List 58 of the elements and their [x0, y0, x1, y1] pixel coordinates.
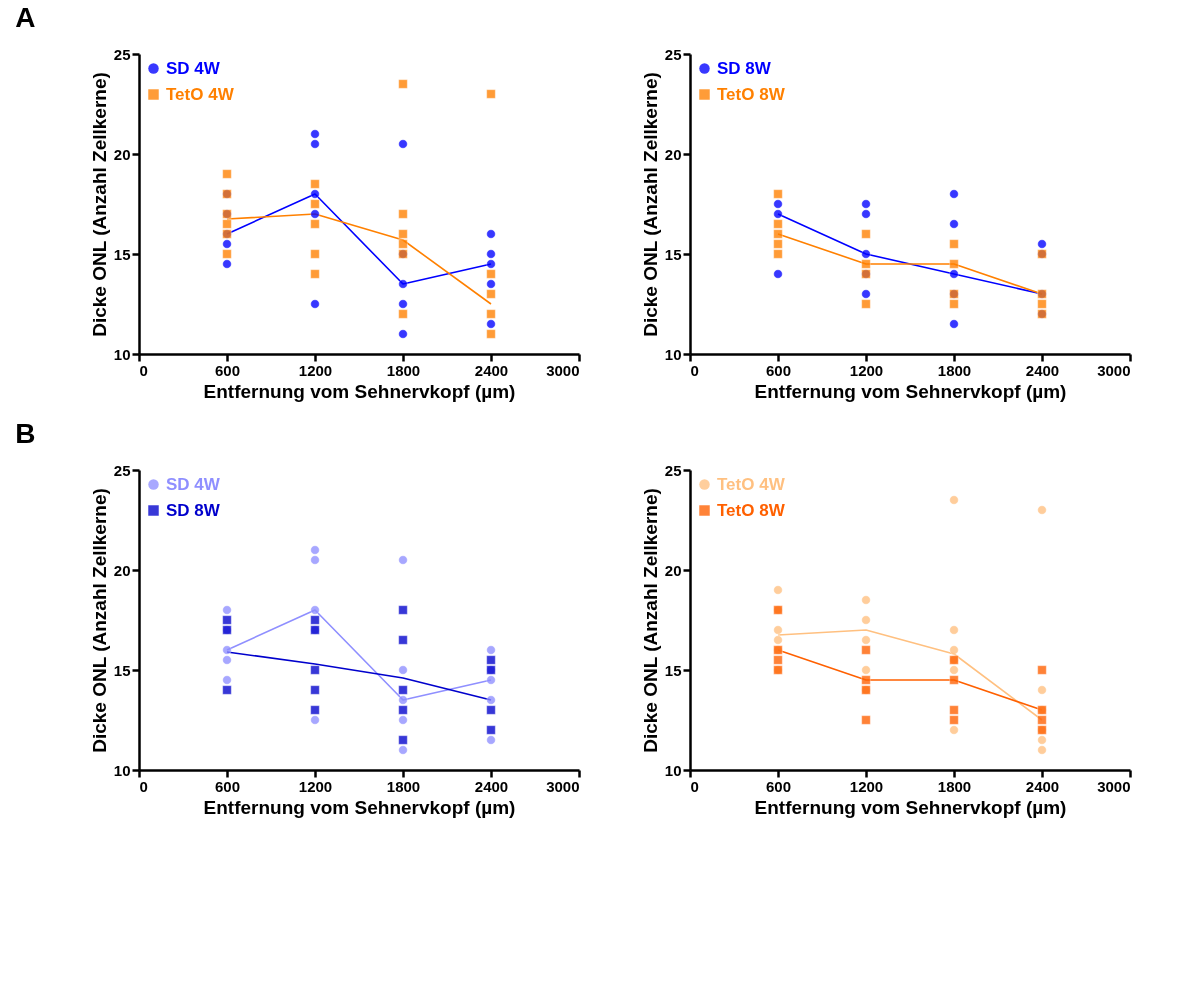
- x-tick-label: 600: [214, 361, 241, 379]
- y-axis-title: Dicke ONL (Anzahl Zellkerne): [639, 72, 661, 337]
- legend-label: SD 4W: [166, 474, 221, 494]
- x-tick-label: 1800: [386, 361, 421, 379]
- text: A: [15, 2, 36, 33]
- y-axis-title: Dicke ONL (Anzahl Zellkerne): [88, 488, 110, 753]
- text: B: [15, 418, 36, 449]
- y-tick-label: 10: [664, 345, 682, 363]
- x-axis-title: Entfernung vom Sehnervkopf (µm): [754, 796, 1067, 818]
- y-tick-label: 15: [664, 245, 682, 263]
- x-tick-label: 600: [765, 361, 792, 379]
- legend-label: SD 4W: [166, 58, 221, 78]
- x-tick-label: 1800: [937, 777, 972, 795]
- x-tick-label: 1200: [849, 777, 884, 795]
- legend-label: TetO 8W: [717, 500, 786, 520]
- x-tick-label: 0: [690, 777, 699, 795]
- y-axis-title: Dicke ONL (Anzahl Zellkerne): [88, 72, 110, 337]
- x-tick-label: 0: [690, 361, 699, 379]
- y-tick-label: 25: [664, 461, 682, 479]
- y-tick-label: 25: [113, 45, 131, 63]
- y-tick-label: 20: [113, 561, 131, 579]
- y-tick-label: 15: [113, 661, 131, 679]
- x-tick-label: 1800: [937, 361, 972, 379]
- y-tick-label: 15: [664, 661, 682, 679]
- y-tick-label: 20: [664, 145, 682, 163]
- x-tick-label: 1800: [386, 777, 421, 795]
- x-tick-label: 2400: [474, 777, 509, 795]
- x-tick-label: 1200: [298, 777, 333, 795]
- legend-label: SD 8W: [166, 500, 221, 520]
- y-tick-label: 10: [113, 761, 131, 779]
- y-tick-label: 10: [664, 761, 682, 779]
- x-tick-label: 0: [139, 777, 148, 795]
- x-tick-label: 3000: [546, 361, 580, 379]
- legend-label: TetO 4W: [166, 84, 235, 104]
- y-tick-label: 25: [113, 461, 131, 479]
- x-tick-label: 600: [765, 777, 792, 795]
- y-tick-label: 20: [113, 145, 131, 163]
- x-tick-label: 3000: [1097, 361, 1131, 379]
- x-tick-label: 2400: [1025, 361, 1060, 379]
- x-tick-label: 3000: [1097, 777, 1131, 795]
- y-tick-label: 25: [664, 45, 682, 63]
- x-axis-title: Entfernung vom Sehnervkopf (µm): [754, 380, 1067, 402]
- y-axis-title: Dicke ONL (Anzahl Zellkerne): [639, 488, 661, 753]
- x-tick-label: 1200: [849, 361, 884, 379]
- y-tick-label: 20: [664, 561, 682, 579]
- x-axis-title: Entfernung vom Sehnervkopf (µm): [203, 380, 516, 402]
- y-tick-label: 15: [113, 245, 131, 263]
- x-tick-label: 3000: [546, 777, 580, 795]
- x-axis-title: Entfernung vom Sehnervkopf (µm): [203, 796, 516, 818]
- x-tick-label: 2400: [474, 361, 509, 379]
- legend-label: SD 8W: [717, 58, 772, 78]
- x-tick-label: 600: [214, 777, 241, 795]
- x-tick-label: 2400: [1025, 777, 1060, 795]
- legend-label: TetO 4W: [717, 474, 786, 494]
- x-tick-label: 0: [139, 361, 148, 379]
- y-tick-label: 10: [113, 345, 131, 363]
- x-tick-label: 1200: [298, 361, 333, 379]
- legend-label: TetO 8W: [717, 84, 786, 104]
